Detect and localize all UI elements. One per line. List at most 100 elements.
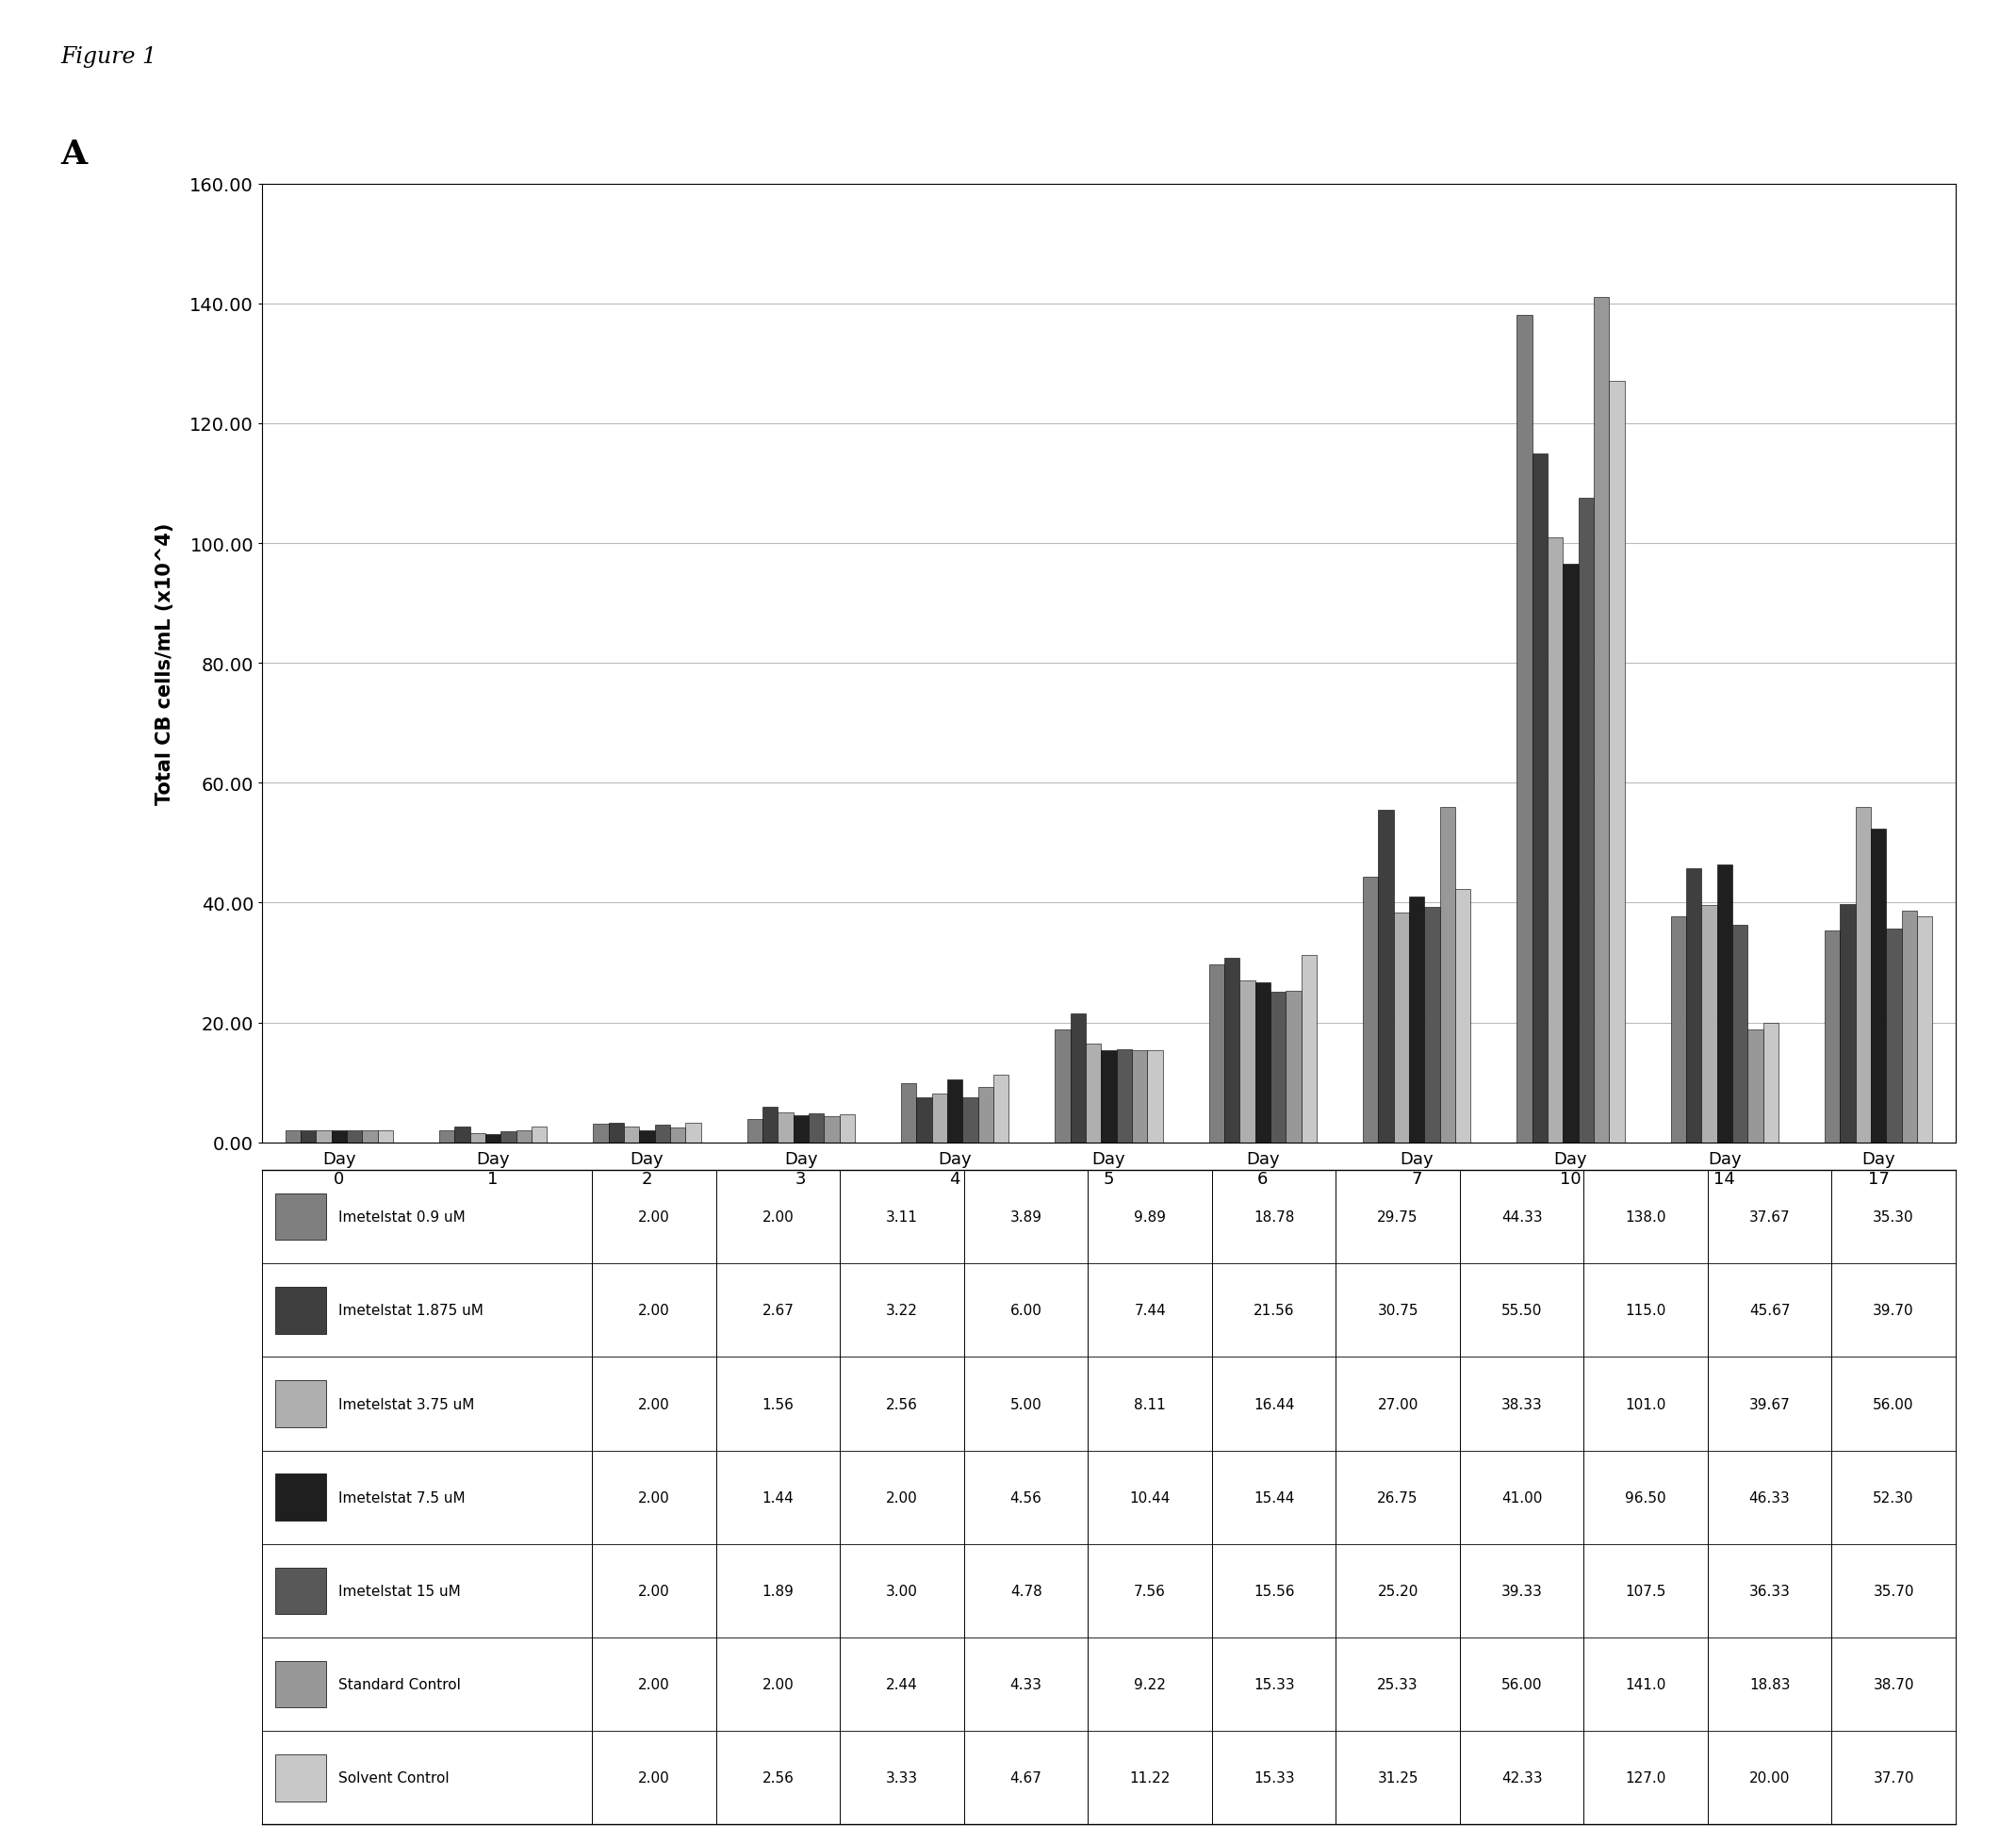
Bar [1425,907,1439,1143]
Text: 101.0: 101.0 [1625,1397,1665,1412]
Bar [486,1133,500,1143]
Text: 36.33: 36.33 [1750,1583,1790,1598]
Bar [1901,910,1917,1143]
Text: 41.00: 41.00 [1502,1491,1542,1504]
Text: 9.89: 9.89 [1133,1211,1165,1224]
Text: 25.20: 25.20 [1377,1583,1419,1598]
Text: 2.56: 2.56 [762,1771,794,1784]
Bar [1871,829,1887,1143]
Text: 2.67: 2.67 [762,1303,794,1318]
Bar [917,1098,931,1143]
Text: 42.33: 42.33 [1502,1771,1542,1784]
Bar [454,1126,470,1143]
Bar [609,1124,623,1143]
Bar [623,1128,639,1143]
Bar [1379,811,1393,1143]
Bar [1210,964,1224,1143]
Text: Imetelstat 3.75 uM: Imetelstat 3.75 uM [339,1397,474,1412]
Bar [1516,317,1532,1143]
Bar [1240,980,1256,1143]
Bar [669,1128,685,1143]
Text: 2.00: 2.00 [639,1211,669,1224]
Text: 38.70: 38.70 [1873,1677,1913,1692]
Bar [1270,992,1286,1143]
Text: 16.44: 16.44 [1254,1397,1294,1412]
Text: 56.00: 56.00 [1873,1397,1913,1412]
Bar [1147,1051,1163,1143]
Text: 9.22: 9.22 [1135,1677,1165,1692]
Bar [500,1132,516,1143]
Bar [825,1117,839,1143]
Text: 35.30: 35.30 [1873,1211,1913,1224]
Bar [1393,912,1409,1143]
Bar [1256,982,1270,1143]
Text: A: A [60,138,87,170]
Bar [1609,382,1625,1143]
Bar [1579,499,1595,1143]
Text: 2.00: 2.00 [762,1211,794,1224]
Text: 37.70: 37.70 [1873,1771,1913,1784]
Text: Imetelstat 1.875 uM: Imetelstat 1.875 uM [339,1303,484,1318]
Bar [931,1095,948,1143]
Bar [1732,925,1748,1143]
Text: 4.56: 4.56 [1010,1491,1042,1504]
Text: 56.00: 56.00 [1502,1677,1542,1692]
Bar [363,1130,377,1143]
Bar [284,1130,300,1143]
Bar [1917,916,1933,1143]
Text: 1.89: 1.89 [762,1583,794,1598]
Text: 52.30: 52.30 [1873,1491,1913,1504]
Bar [748,1119,762,1143]
Bar [1887,929,1901,1143]
Bar [839,1115,855,1143]
Text: 2.00: 2.00 [639,1677,669,1692]
Bar [1824,931,1841,1143]
Text: 15.33: 15.33 [1254,1771,1294,1784]
Bar [1595,299,1609,1143]
Text: 141.0: 141.0 [1625,1677,1665,1692]
Text: 25.33: 25.33 [1377,1677,1419,1692]
Text: 18.83: 18.83 [1750,1677,1790,1692]
Text: 5.00: 5.00 [1010,1397,1042,1412]
Text: Solvent Control: Solvent Control [339,1771,450,1784]
Bar [1548,538,1562,1143]
Bar [655,1124,669,1143]
Text: 37.67: 37.67 [1750,1211,1790,1224]
Text: 29.75: 29.75 [1377,1211,1419,1224]
Bar [1439,807,1456,1143]
Text: 18.78: 18.78 [1254,1211,1294,1224]
Bar [331,1130,347,1143]
Text: 1.44: 1.44 [762,1491,794,1504]
Text: 96.50: 96.50 [1625,1491,1667,1504]
Bar [347,1130,363,1143]
Text: 6.00: 6.00 [1010,1303,1042,1318]
Text: 31.25: 31.25 [1377,1771,1419,1784]
Text: 4.78: 4.78 [1010,1583,1042,1598]
Bar [808,1113,825,1143]
Text: 55.50: 55.50 [1502,1303,1542,1318]
Text: 39.70: 39.70 [1873,1303,1913,1318]
Text: 115.0: 115.0 [1625,1303,1665,1318]
Text: 2.00: 2.00 [639,1397,669,1412]
Bar [1286,992,1300,1143]
Bar [1131,1051,1147,1143]
Text: 4.33: 4.33 [1010,1677,1042,1692]
Text: 107.5: 107.5 [1625,1583,1665,1598]
Bar [685,1122,702,1143]
Bar [1456,888,1470,1143]
Bar [948,1080,962,1143]
Text: 44.33: 44.33 [1502,1211,1542,1224]
Bar [1855,807,1871,1143]
Text: 2.44: 2.44 [887,1677,917,1692]
Bar [1671,918,1685,1143]
Bar [532,1128,546,1143]
Bar [1562,564,1579,1143]
Bar [1748,1030,1764,1143]
Text: 3.00: 3.00 [887,1583,917,1598]
Text: Standard Control: Standard Control [339,1677,462,1692]
Text: 1.56: 1.56 [762,1397,794,1412]
Bar [778,1113,792,1143]
Bar [762,1106,778,1143]
Bar [470,1133,486,1143]
Text: 21.56: 21.56 [1254,1303,1294,1318]
